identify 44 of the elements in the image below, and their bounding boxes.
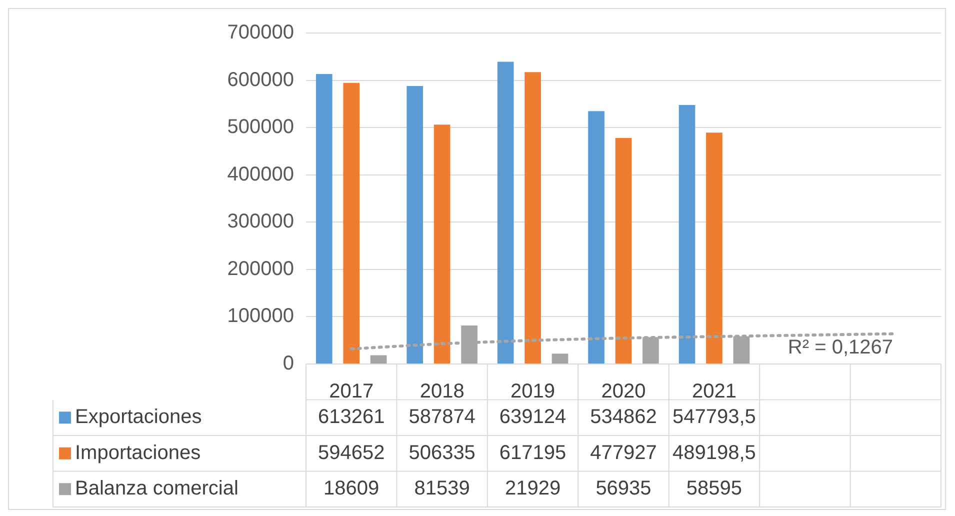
data-label: 613261: [318, 406, 385, 428]
bar: [524, 72, 541, 364]
bar: [316, 74, 332, 364]
data-label: 56935: [596, 478, 652, 500]
data-label: 18609: [324, 478, 380, 500]
bar: [406, 86, 424, 364]
legend-label: Exportaciones: [75, 406, 202, 428]
bar: [678, 104, 696, 364]
y-tick-label: 600000: [227, 68, 294, 91]
legend-label: Balanza comercial: [75, 478, 238, 500]
annotation: R² = 0,1267: [788, 336, 893, 359]
y-tick-label: 700000: [227, 22, 294, 44]
data-label: 617195: [499, 442, 566, 464]
y-tick-label: 200000: [227, 258, 294, 280]
bar: [497, 62, 514, 364]
x-tick-label: 2021: [692, 380, 736, 403]
y-tick-label: 0: [282, 352, 294, 375]
y-tick-label: 400000: [227, 163, 294, 186]
data-label: 587874: [408, 406, 476, 428]
bar: [706, 132, 722, 364]
x-tick-label: 2018: [420, 380, 464, 403]
bar: [370, 355, 387, 364]
data-label: 58595: [686, 478, 742, 500]
data-label: 547793,5: [672, 406, 756, 428]
x-tick-label: 2020: [601, 380, 646, 403]
data-label: 639124: [499, 406, 566, 428]
x-tick-label: 2019: [510, 380, 556, 403]
data-label: 489198,5: [672, 442, 756, 464]
bar: [552, 354, 568, 364]
y-tick-label: 300000: [227, 210, 294, 233]
bar: [343, 82, 360, 364]
data-label: 594652: [318, 442, 385, 464]
data-label: 477927: [590, 442, 657, 464]
data-label: 21929: [504, 478, 561, 500]
bar: [615, 138, 632, 364]
x-tick-label: 2017: [329, 380, 374, 403]
bar: [434, 124, 450, 364]
data-label: 81539: [414, 478, 470, 500]
bar: [588, 111, 604, 364]
data-label: 506335: [408, 442, 476, 464]
y-tick-label: 500000: [227, 116, 294, 138]
y-tick-label: 100000: [227, 305, 294, 328]
data-label: 534862: [590, 406, 657, 428]
legend-label: Importaciones: [75, 442, 201, 464]
